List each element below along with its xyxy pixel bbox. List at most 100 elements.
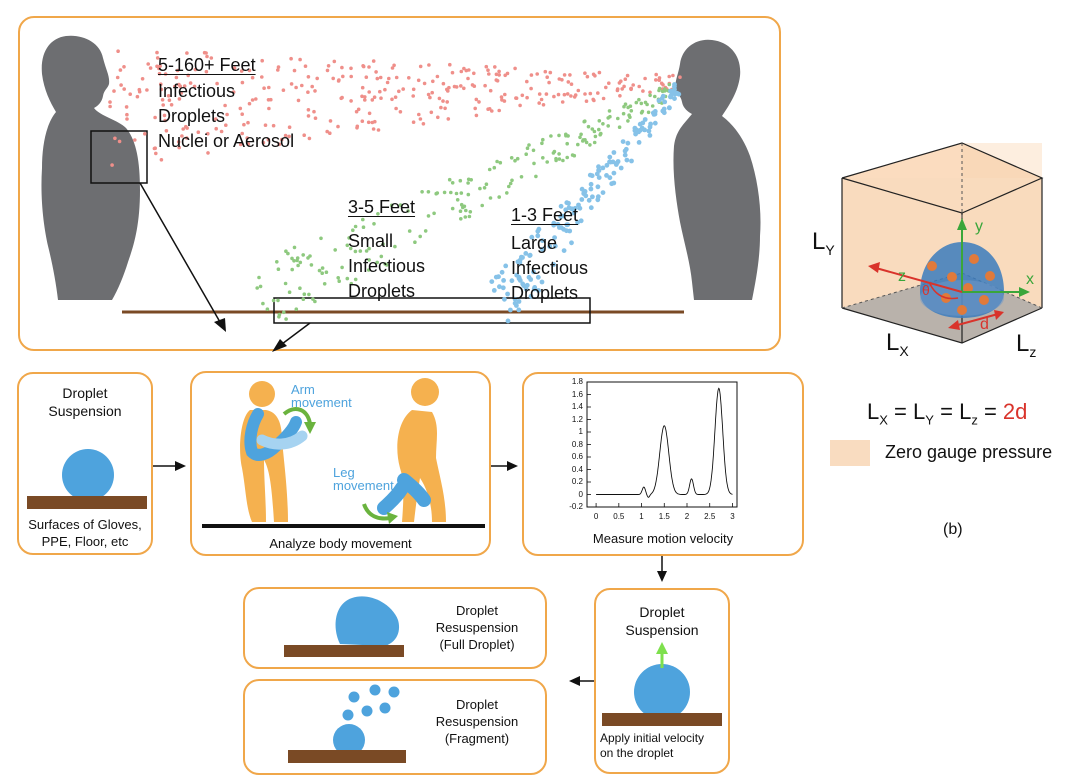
aerosol-dot (411, 94, 416, 98)
x-tick-label: 0 (593, 512, 599, 521)
small-droplet-dot (353, 249, 358, 254)
small-droplet-dot (463, 215, 468, 219)
aerosol-dot (588, 91, 593, 96)
small-droplet-dot (637, 97, 641, 102)
aerosol-dot (367, 111, 372, 116)
small-droplet-dot (302, 292, 307, 297)
aerosol-dot (441, 99, 445, 103)
aerosol-dot (360, 94, 364, 99)
aerosol-dot (648, 90, 652, 95)
aerosol-dot (240, 112, 244, 116)
small-droplet-dot (292, 245, 297, 250)
large-droplet-dot (600, 165, 606, 171)
aerosol-dot (462, 66, 466, 71)
aerosol-dot (263, 123, 268, 127)
aerosol-dot (446, 117, 451, 121)
aerosol-dot (163, 118, 167, 123)
small-droplet-dot (639, 101, 644, 106)
large-droplet-dot (622, 152, 628, 158)
aerosol-dot (355, 126, 359, 130)
fragment-drop-5 (361, 705, 373, 717)
large-droplet-dot (552, 235, 557, 241)
small-droplet-dot (551, 151, 556, 155)
aerosol-dot (548, 70, 553, 75)
body-movement-caption: Analyze body movement (269, 536, 412, 551)
large-droplet-dot (669, 89, 675, 95)
large-droplet-dot (651, 112, 657, 117)
aerosol-dot (281, 88, 286, 92)
d-arrow (953, 313, 999, 327)
small-droplet-dot (353, 277, 358, 282)
aerosol-dot (366, 120, 371, 125)
velocity-plot-frame (586, 381, 738, 508)
velocity-droplet (634, 664, 690, 720)
small-droplet-dot (358, 249, 363, 253)
large-droplet-dot (587, 172, 593, 178)
zoom-arrow-2-head (272, 339, 287, 352)
large-droplet-dot (551, 262, 556, 267)
small-droplet-dot (540, 141, 544, 146)
aerosol-dot (607, 81, 611, 85)
aerosol-dot (375, 76, 380, 81)
large-droplet-dot (539, 246, 545, 252)
aerosol-dot (622, 84, 626, 89)
fragment-drop-4 (342, 709, 354, 721)
small-droplet-dot (657, 88, 661, 93)
aerosol-dot (430, 90, 435, 95)
aerosol-dot (393, 95, 398, 99)
aerosol-dot (354, 109, 359, 114)
large-droplet-dot (647, 133, 653, 138)
large-droplet-dot (620, 139, 626, 145)
large-droplet-dot (578, 218, 584, 224)
small-droplet-dot (527, 143, 531, 147)
aerosol-dot (417, 112, 421, 117)
far-range-line-3: Nuclei or Aerosol (158, 131, 295, 151)
aerosol-dot (422, 81, 427, 86)
small-droplet-dot (462, 204, 467, 209)
large-droplet-dot (661, 110, 667, 116)
aerosol-dot (387, 76, 391, 81)
aerosol-dot (209, 56, 214, 60)
large-droplet-dot (497, 284, 502, 290)
small-droplet-dot (532, 161, 536, 166)
small-droplet-dot (565, 155, 569, 160)
aerosol-dot (585, 74, 590, 79)
large-droplet-dot (624, 157, 630, 163)
aerosol-dot (224, 123, 228, 127)
small-droplet-dot (480, 203, 485, 208)
small-droplet-dot (519, 175, 524, 179)
small-droplet-dot (510, 178, 514, 183)
full-droplet-blob (335, 596, 400, 646)
mid-range-title: 3-5 Feet (348, 197, 416, 217)
small-droplet-dot (459, 191, 464, 195)
small-droplet-dot (372, 222, 376, 226)
small-droplet-dot (426, 190, 431, 194)
aerosol-dot (242, 122, 246, 127)
aerosol-dot (537, 101, 541, 105)
aerosol-dot (266, 98, 271, 102)
aerosol-dot (113, 136, 117, 141)
aerosol-dot (260, 75, 264, 79)
aerosol-dot (411, 87, 416, 92)
figure-2-leg-upper (397, 473, 431, 507)
small-droplet-dot (367, 246, 371, 251)
aerosol-dot (185, 136, 189, 140)
small-droplet-dot (454, 191, 459, 196)
large-droplet-dot (632, 128, 638, 134)
aerosol-dot (262, 86, 266, 90)
small-droplet-dot (505, 191, 509, 195)
y-tick-label: 0.2 (571, 477, 583, 486)
large-droplet-dot (648, 121, 653, 127)
aerosol-dot (204, 69, 209, 74)
panel-b-label: (b) (943, 521, 963, 538)
aerosol-dot (568, 73, 572, 77)
small-droplet-dot (495, 159, 499, 164)
aerosol-dot (654, 72, 658, 77)
aerosol-dot (219, 129, 224, 134)
aerosol-dot (159, 87, 164, 92)
large-droplet-dot (501, 278, 506, 283)
fragment-label: Droplet Resuspension (Fragment) (435, 697, 519, 746)
small-droplet-dot (464, 208, 468, 213)
small-droplet-dot (541, 137, 545, 142)
aerosol-dot (401, 87, 406, 91)
